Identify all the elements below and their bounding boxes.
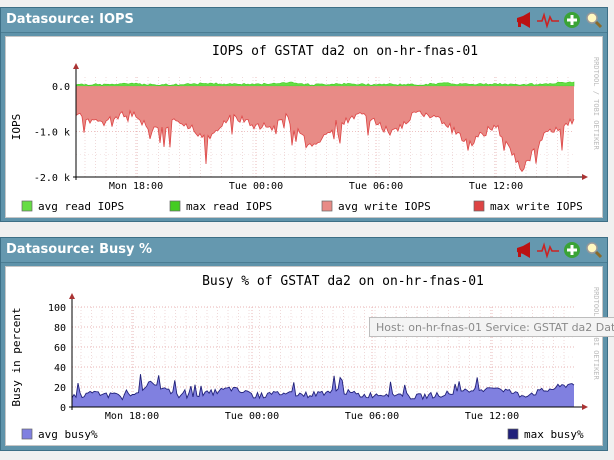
y-axis-label: IOPS (10, 114, 23, 141)
legend-swatch (21, 200, 33, 212)
panel-title: Datasource: IOPS (6, 12, 134, 27)
busy-panel: Datasource: Busy % Busy % of GSTAT da2 o… (0, 237, 608, 451)
add-icon[interactable] (563, 241, 581, 259)
legend-label: max busy% (524, 428, 584, 441)
x-tick-label: Tue 06:00 (345, 411, 399, 422)
tooltip: Host: on-hr-fnas-01 Service: GSTAT da2 D… (369, 317, 614, 337)
iops-chart: IOPS of GSTAT da2 on on-hr-fnas-01 IOPS RR… (10, 44, 600, 213)
legend-swatch (321, 200, 333, 212)
busy-chart: Busy % of GSTAT da2 on on-hr-fnas-01 Busy… (10, 274, 600, 441)
max-busy-line (71, 374, 575, 401)
add-icon[interactable] (563, 11, 581, 29)
iops-panel: Datasource: IOPS IOPS of GSTAT da2 on on… (0, 7, 608, 222)
busy-graph[interactable]: Busy % of GSTAT da2 on on-hr-fnas-01 Busy… (5, 266, 603, 446)
megaphone-icon[interactable] (515, 11, 533, 29)
panel-toolbar (515, 241, 603, 259)
y-tick-label: 0 (60, 403, 66, 414)
chart-title: Busy % of GSTAT da2 on on-hr-fnas-01 (202, 274, 484, 289)
panel-header: Datasource: Busy % (1, 238, 607, 263)
watermark: RRDTOOL / TOBI OETIKER (592, 57, 600, 151)
legend-label: max read IOPS (186, 200, 272, 213)
y-tick-label: 20 (54, 383, 66, 394)
y-tick-label: 100 (48, 303, 66, 314)
heartbeat-icon[interactable] (537, 11, 559, 29)
y-tick-label: -1.0 k (34, 128, 70, 139)
x-tick-label: Tue 06:00 (349, 181, 403, 192)
y-tick-label: 60 (54, 343, 66, 354)
legend-swatch (473, 200, 485, 212)
y-axis-arrow (73, 63, 79, 69)
zoom-icon[interactable] (585, 241, 603, 259)
iops-graph[interactable]: IOPS of GSTAT da2 on on-hr-fnas-01 IOPS RR… (5, 36, 603, 218)
megaphone-icon[interactable] (515, 241, 533, 259)
panel-header: Datasource: IOPS (1, 8, 607, 33)
legend-label: avg write IOPS (338, 200, 431, 213)
zoom-icon[interactable] (585, 11, 603, 29)
avg-write-area (76, 86, 574, 172)
panel-toolbar (515, 11, 603, 29)
max-write-line (75, 109, 575, 173)
x-axis-arrow (582, 404, 588, 410)
legend-label: max write IOPS (490, 200, 583, 213)
x-axis-arrow (582, 174, 588, 180)
legend-label: avg busy% (38, 428, 98, 441)
read-iops-area (75, 81, 575, 87)
y-tick-label: -2.0 k (34, 173, 70, 184)
x-tick-label: Mon 18:00 (105, 411, 159, 422)
heartbeat-icon[interactable] (537, 241, 559, 259)
y-axis-label: Busy in percent (10, 307, 23, 406)
x-tick-label: Tue 12:00 (469, 181, 523, 192)
y-tick-label: 40 (54, 363, 66, 374)
legend-swatch (507, 428, 519, 440)
panel-title: Datasource: Busy % (6, 242, 153, 257)
legend-label: avg read IOPS (38, 200, 124, 213)
avg-busy-area (72, 374, 574, 407)
x-tick-label: Mon 18:00 (109, 181, 163, 192)
y-axis-arrow (69, 293, 75, 299)
x-tick-label: Tue 12:00 (465, 411, 519, 422)
y-tick-label: 80 (54, 323, 66, 334)
chart-title: IOPS of GSTAT da2 on on-hr-fnas-01 (212, 44, 478, 59)
x-tick-label: Tue 00:00 (229, 181, 283, 192)
legend-swatch (169, 200, 181, 212)
x-tick-label: Tue 00:00 (225, 411, 279, 422)
legend-swatch (21, 428, 33, 440)
y-tick-label: 0.0 (52, 82, 70, 93)
